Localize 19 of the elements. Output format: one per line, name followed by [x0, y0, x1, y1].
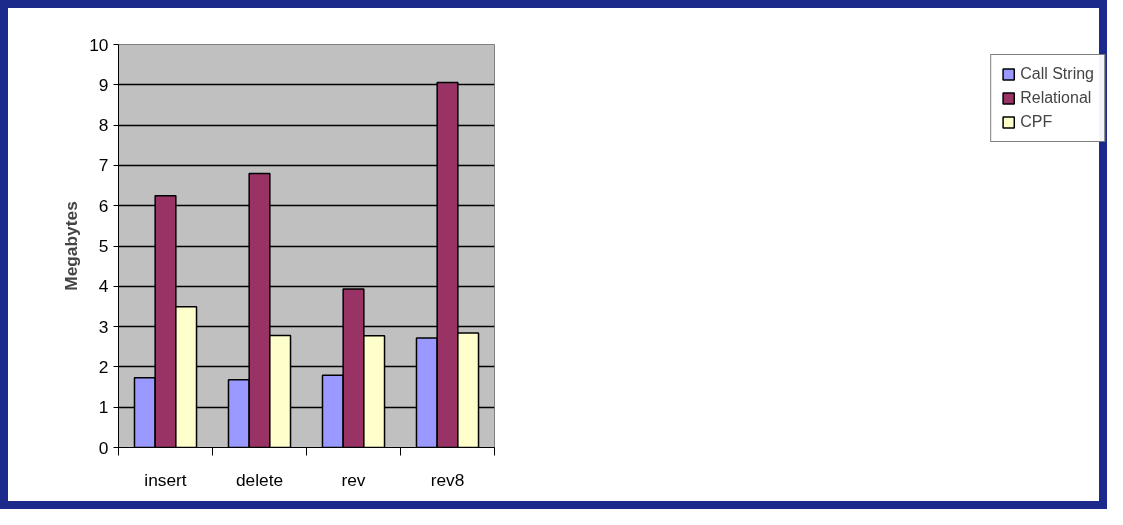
- y-tick-label: 5: [98, 236, 109, 256]
- x-tick-label: rev: [341, 469, 366, 490]
- legend-label: Relational: [1020, 89, 1092, 107]
- x-tick-label: insert: [144, 469, 187, 490]
- x-tick-label: rev8: [430, 469, 465, 490]
- legend-label: CPF: [1020, 113, 1053, 131]
- y-tick-label: 1: [98, 397, 109, 418]
- x-tick-label: delete: [235, 469, 284, 490]
- y-tick-label: 2: [98, 356, 109, 377]
- y-tick-label: 9: [98, 74, 109, 95]
- y-tick-label: 0: [98, 437, 109, 458]
- y-tick-label: 6: [98, 195, 109, 216]
- y-tick-label: 8: [98, 115, 109, 136]
- y-tick-label: 4: [98, 276, 109, 297]
- legend-label: Call String: [1020, 65, 1094, 83]
- y-tick-label: 3: [98, 316, 109, 337]
- y-tick-label: 7: [98, 155, 109, 176]
- y-axis-title: Megabytes: [61, 201, 82, 291]
- y-tick-label: 10: [89, 34, 109, 55]
